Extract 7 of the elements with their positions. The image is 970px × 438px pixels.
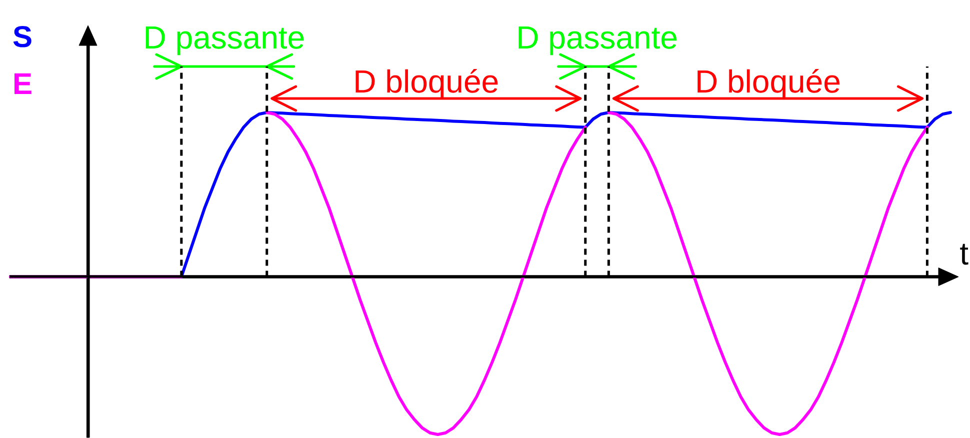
text: D passante bbox=[516, 20, 678, 56]
text: D passante bbox=[143, 20, 306, 56]
text: S bbox=[12, 21, 33, 54]
text: D bloquée bbox=[353, 64, 500, 100]
text: E bbox=[12, 68, 33, 101]
text: D bloquée bbox=[694, 64, 841, 100]
x-axis-title: t bbox=[960, 236, 969, 272]
